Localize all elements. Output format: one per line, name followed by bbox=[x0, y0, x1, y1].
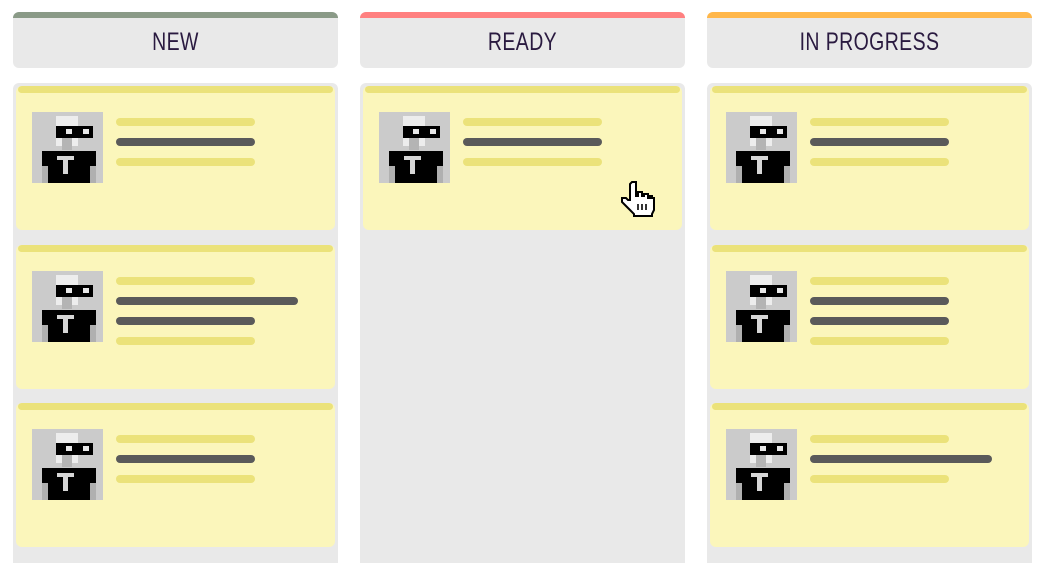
task-card[interactable] bbox=[710, 86, 1029, 230]
text-placeholder-line bbox=[116, 138, 255, 146]
highlight-placeholder-line bbox=[116, 277, 255, 285]
column-color-bar bbox=[13, 12, 338, 18]
highlight-placeholder-line bbox=[116, 337, 255, 345]
column-color-bar bbox=[707, 12, 1032, 18]
highlight-placeholder-line bbox=[116, 475, 255, 483]
text-placeholder-line bbox=[116, 317, 255, 325]
text-placeholder-line bbox=[116, 455, 255, 463]
column-header: READY bbox=[360, 12, 685, 68]
avatar-icon bbox=[32, 112, 103, 183]
column-new: NEW bbox=[13, 12, 338, 563]
avatar-icon bbox=[32, 429, 103, 500]
avatar-icon bbox=[726, 112, 797, 183]
avatar-icon bbox=[379, 112, 450, 183]
column-ready: READY bbox=[360, 12, 685, 563]
task-card[interactable] bbox=[710, 245, 1029, 389]
highlight-placeholder-line bbox=[116, 118, 255, 126]
avatar-icon bbox=[726, 429, 797, 500]
column-color-bar bbox=[360, 12, 685, 18]
column-header: IN PROGRESS bbox=[707, 12, 1032, 68]
highlight-placeholder-line bbox=[116, 158, 255, 166]
highlight-placeholder-line bbox=[810, 337, 949, 345]
card-stripe bbox=[18, 245, 333, 252]
task-card[interactable] bbox=[16, 86, 335, 230]
task-card[interactable] bbox=[16, 245, 335, 389]
card-stripe bbox=[712, 403, 1027, 410]
highlight-placeholder-line bbox=[810, 475, 949, 483]
highlight-placeholder-line bbox=[463, 158, 602, 166]
avatar-icon bbox=[32, 271, 103, 342]
column-title: IN PROGRESS bbox=[799, 28, 940, 56]
text-placeholder-line bbox=[810, 317, 949, 325]
text-placeholder-line bbox=[810, 297, 949, 305]
text-placeholder-line bbox=[116, 297, 298, 305]
column-body bbox=[13, 83, 338, 563]
highlight-placeholder-line bbox=[810, 118, 949, 126]
card-stripe bbox=[712, 86, 1027, 93]
text-placeholder-line bbox=[810, 455, 992, 463]
card-stripe bbox=[712, 245, 1027, 252]
highlight-placeholder-line bbox=[810, 158, 949, 166]
column-body bbox=[360, 83, 685, 563]
avatar-icon bbox=[726, 271, 797, 342]
card-stripe bbox=[18, 403, 333, 410]
task-card[interactable] bbox=[363, 86, 682, 230]
task-card[interactable] bbox=[710, 403, 1029, 547]
column-body bbox=[707, 83, 1032, 563]
highlight-placeholder-line bbox=[116, 435, 255, 443]
hand-cursor-icon bbox=[621, 181, 655, 217]
column-header: NEW bbox=[13, 12, 338, 68]
column-title: NEW bbox=[152, 28, 199, 56]
text-placeholder-line bbox=[810, 138, 949, 146]
highlight-placeholder-line bbox=[463, 118, 602, 126]
highlight-placeholder-line bbox=[810, 435, 949, 443]
column-in-progress: IN PROGRESS bbox=[707, 12, 1032, 563]
column-title: READY bbox=[487, 28, 558, 56]
highlight-placeholder-line bbox=[810, 277, 949, 285]
text-placeholder-line bbox=[463, 138, 602, 146]
card-stripe bbox=[18, 86, 333, 93]
card-stripe bbox=[365, 86, 680, 93]
task-card[interactable] bbox=[16, 403, 335, 547]
